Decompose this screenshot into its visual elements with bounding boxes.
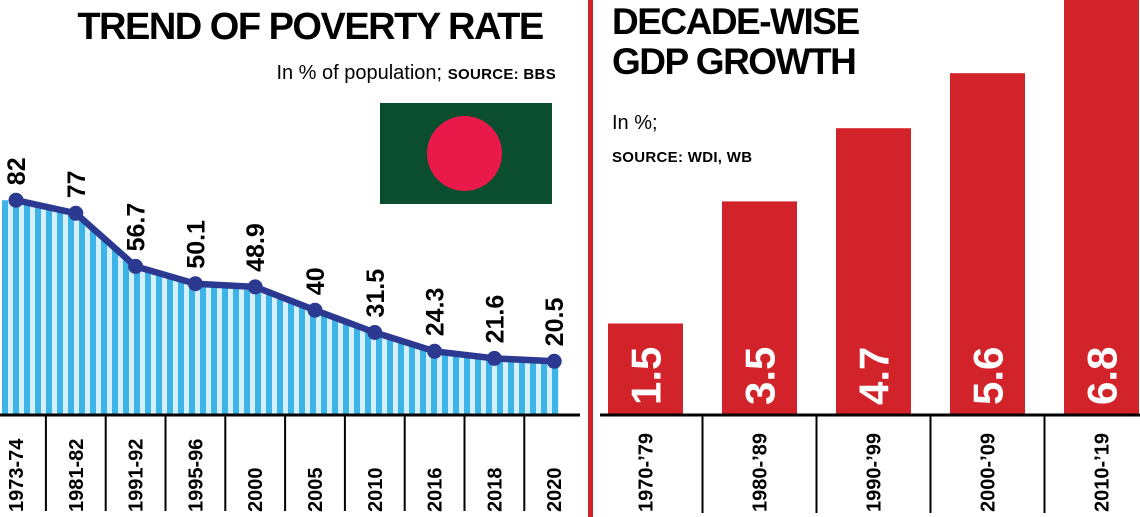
poverty-trend-line xyxy=(12,196,558,365)
left-source-text: SOURCE: BBS xyxy=(447,66,556,83)
x-axis-label: 1991-92 xyxy=(126,439,148,512)
bangladesh-flag-disc xyxy=(427,116,502,191)
panel-divider xyxy=(588,0,593,517)
gdp-bar xyxy=(608,323,683,415)
data-point-marker xyxy=(8,192,24,208)
point-value-label: 77 xyxy=(63,170,91,198)
data-point-marker xyxy=(546,353,562,369)
right-chart-subtitle: In %; xyxy=(612,112,658,134)
x-axis-label: 2005 xyxy=(305,468,327,513)
right-chart-title: DECADE-WISE GDP GROWTH xyxy=(612,1,860,82)
data-point-marker xyxy=(427,343,443,359)
x-axis-label: 2018 xyxy=(484,467,506,512)
x-axis-label: 2010 xyxy=(365,468,387,513)
point-value-label: 82 xyxy=(3,157,31,185)
bar-value-label: 1.5 xyxy=(623,347,670,405)
x-axis-label: 1981-82 xyxy=(66,439,88,512)
x-axis-label: 1980-’89 xyxy=(750,433,772,512)
right-source-text: SOURCE: WDI, WB xyxy=(612,149,753,166)
gdp-growth-panel: DECADE-WISE GDP GROWTH In %; SOURCE: WDI… xyxy=(600,0,1140,517)
poverty-line-chart: 82 77 56.7 50.1 48.9 40 31.5 24.3 21.6 20.5 1973-7… xyxy=(0,157,580,513)
point-value-label: 31.5 xyxy=(362,269,390,318)
x-axis-label: 1990-’99 xyxy=(864,433,886,512)
gdp-bar xyxy=(836,128,911,415)
x-axis-label: 1970-’79 xyxy=(636,433,658,512)
bar-value-label: 5.6 xyxy=(965,347,1012,405)
data-point-marker xyxy=(247,279,263,295)
poverty-rate-panel: TREND OF POVERTY RATE In % of population… xyxy=(0,6,580,513)
bar-value-label: 6.8 xyxy=(1079,347,1126,405)
gdp-bar-chart: 1.5 1970-’79 3.5 1980-’89 4.7 1990-’99 5.6 2000… xyxy=(600,0,1140,513)
point-value-label: 50.1 xyxy=(182,220,210,269)
point-value-label: 56.7 xyxy=(123,203,151,252)
left-chart-subtitle: In % of population; SOURCE: BBS xyxy=(0,62,556,85)
data-point-marker xyxy=(307,302,323,318)
x-axis-label: 1995-96 xyxy=(185,439,207,512)
bar-value-label: 4.7 xyxy=(851,347,898,405)
x-axis-label: 1973-74 xyxy=(6,438,28,512)
left-subtitle-text: In % of population; xyxy=(276,62,443,84)
bangladesh-flag xyxy=(380,103,552,204)
gdp-bar xyxy=(722,201,797,415)
data-point-marker xyxy=(68,205,84,221)
point-value-label: 24.3 xyxy=(422,288,450,337)
data-point-marker xyxy=(367,325,383,340)
point-value-label: 40 xyxy=(302,267,330,295)
right-title-line1: DECADE-WISE xyxy=(612,1,860,42)
data-point-marker xyxy=(128,258,144,274)
gdp-bar xyxy=(1064,0,1139,415)
data-point-marker xyxy=(187,276,203,292)
x-axis-label: 2000-’09 xyxy=(978,433,1000,512)
x-axis-label: 2010-’19 xyxy=(1092,433,1114,512)
x-axis-label: 2016 xyxy=(425,468,447,513)
data-point-marker xyxy=(486,350,502,366)
x-axis-label: 2000 xyxy=(245,468,267,513)
bar-value-label: 3.5 xyxy=(737,347,784,405)
left-chart-title: TREND OF POVERTY RATE xyxy=(77,6,544,48)
gdp-bar xyxy=(950,73,1025,415)
point-value-label: 20.5 xyxy=(541,298,569,347)
x-axis-label: 2020 xyxy=(544,468,566,513)
point-value-label: 48.9 xyxy=(242,223,270,272)
point-value-label: 21.6 xyxy=(481,295,509,344)
right-title-line2: GDP GROWTH xyxy=(612,40,857,82)
